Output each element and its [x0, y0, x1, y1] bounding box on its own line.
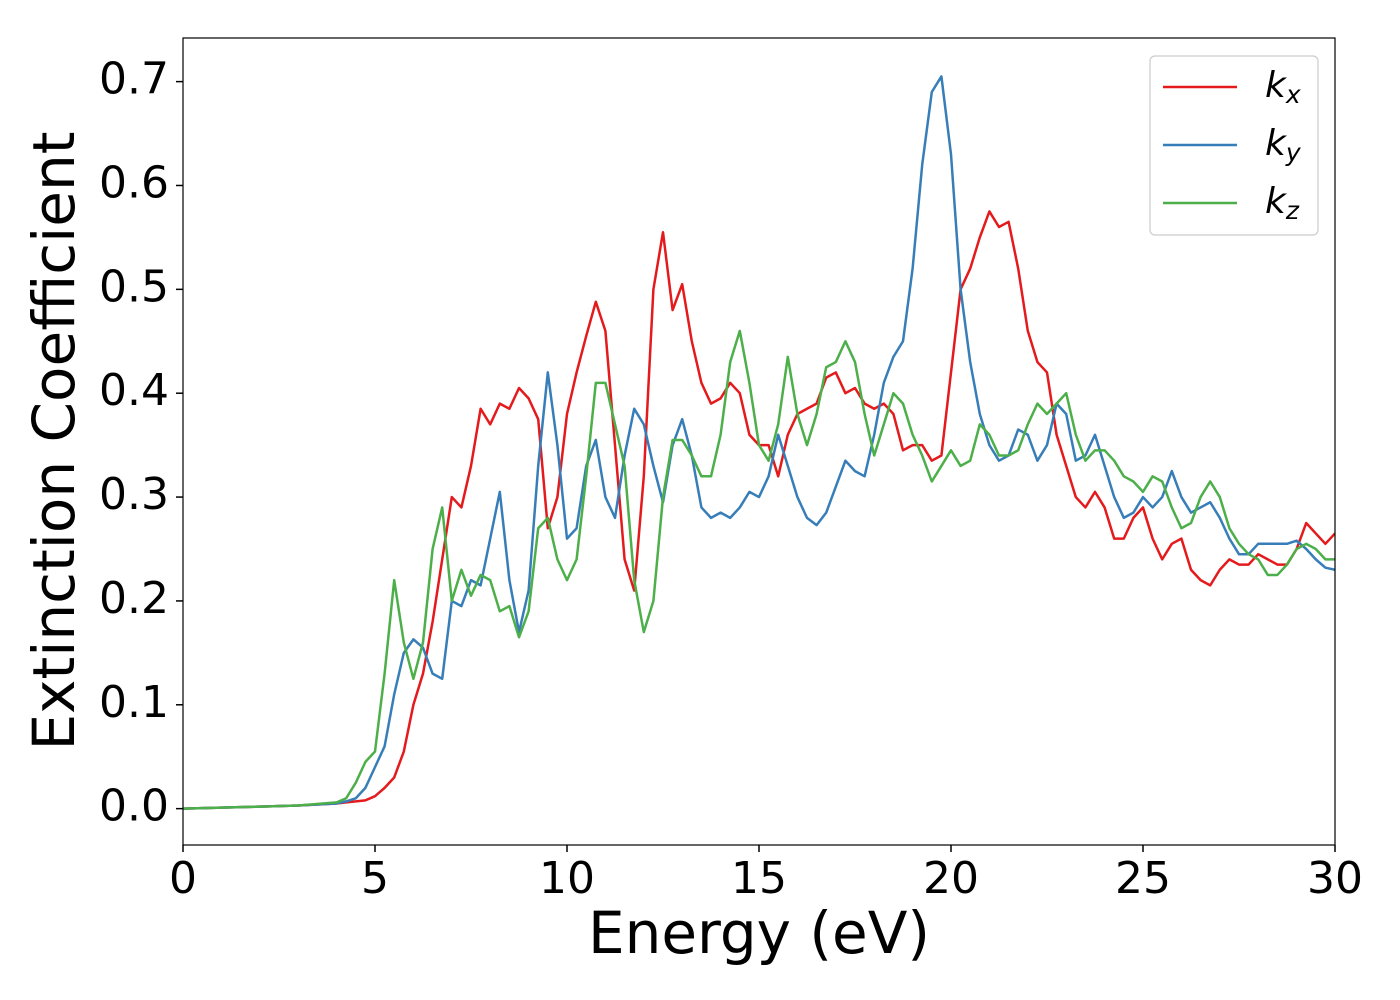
x-tick-label: 30 [1307, 853, 1363, 904]
y-tick-label: 0.7 [99, 54, 169, 105]
x-tick-label: 0 [169, 853, 197, 904]
y-tick-label: 0.0 [99, 781, 169, 832]
y-tick-label: 0.5 [99, 261, 169, 312]
x-tick-label: 5 [361, 853, 389, 904]
y-tick-label: 0.6 [99, 157, 169, 208]
y-axis-label: Extinction Coefficient [20, 132, 88, 751]
x-tick-label: 20 [923, 853, 979, 904]
x-tick-label: 25 [1115, 853, 1171, 904]
series-line [183, 329, 1335, 810]
x-axis-label: Energy (eV) [588, 899, 930, 967]
y-tick-label: 0.1 [99, 677, 169, 728]
plot-frame [182, 37, 1336, 846]
y-tick-label: 0.2 [99, 573, 169, 624]
x-tick-label: 10 [539, 853, 595, 904]
legend-label: kx [1265, 65, 1301, 109]
y-tick-label: 0.3 [99, 469, 169, 520]
y-tick-label: 0.4 [99, 365, 169, 416]
series-line [183, 210, 1335, 810]
series-line [183, 75, 1335, 810]
legend-label: ky [1265, 123, 1302, 167]
x-tick-label: 15 [731, 853, 787, 904]
legend-label: kz [1265, 181, 1300, 225]
